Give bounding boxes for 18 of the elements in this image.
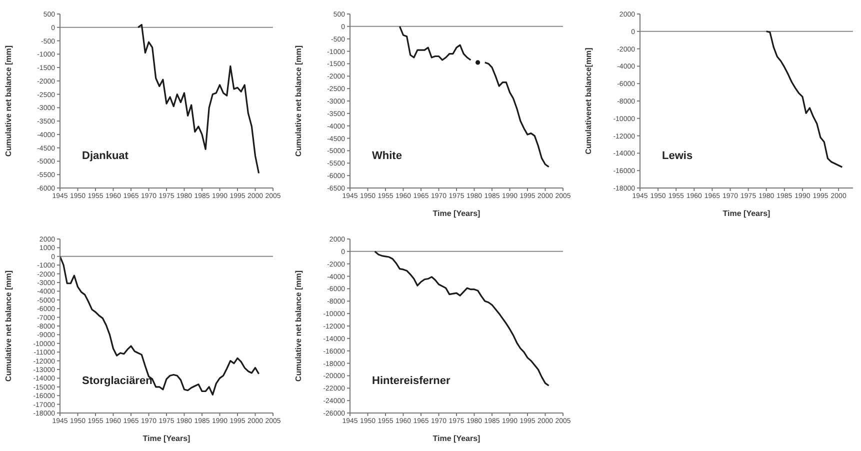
line-series bbox=[60, 256, 260, 396]
y-axis-title: Cumulative net balance [mm] bbox=[4, 269, 14, 384]
annotation: Lewis bbox=[662, 150, 693, 162]
line-series bbox=[137, 24, 260, 174]
annotation: White bbox=[372, 150, 402, 162]
x-axis-title: Time [Years] bbox=[432, 209, 482, 218]
y-axis-title: Cumulativenet balance[mm] bbox=[584, 46, 594, 156]
annotation: Storglaciären bbox=[82, 375, 152, 387]
y-axis-title: Cumulative net balance [mm] bbox=[294, 269, 304, 384]
annotation: Hintereisferner bbox=[372, 375, 450, 387]
x-axis-title: Time [Years] bbox=[142, 434, 192, 443]
y-axis-title: Cumulative net balance [mm] bbox=[294, 44, 304, 159]
y-axis-title: Cumulative net balance [mm] bbox=[4, 44, 14, 159]
annotation: Djankuat bbox=[82, 150, 128, 162]
x-axis-title: Time [Years] bbox=[432, 434, 482, 443]
line-series bbox=[374, 250, 550, 386]
line-series bbox=[766, 30, 843, 168]
x-axis-title: Time [Years] bbox=[722, 209, 772, 218]
